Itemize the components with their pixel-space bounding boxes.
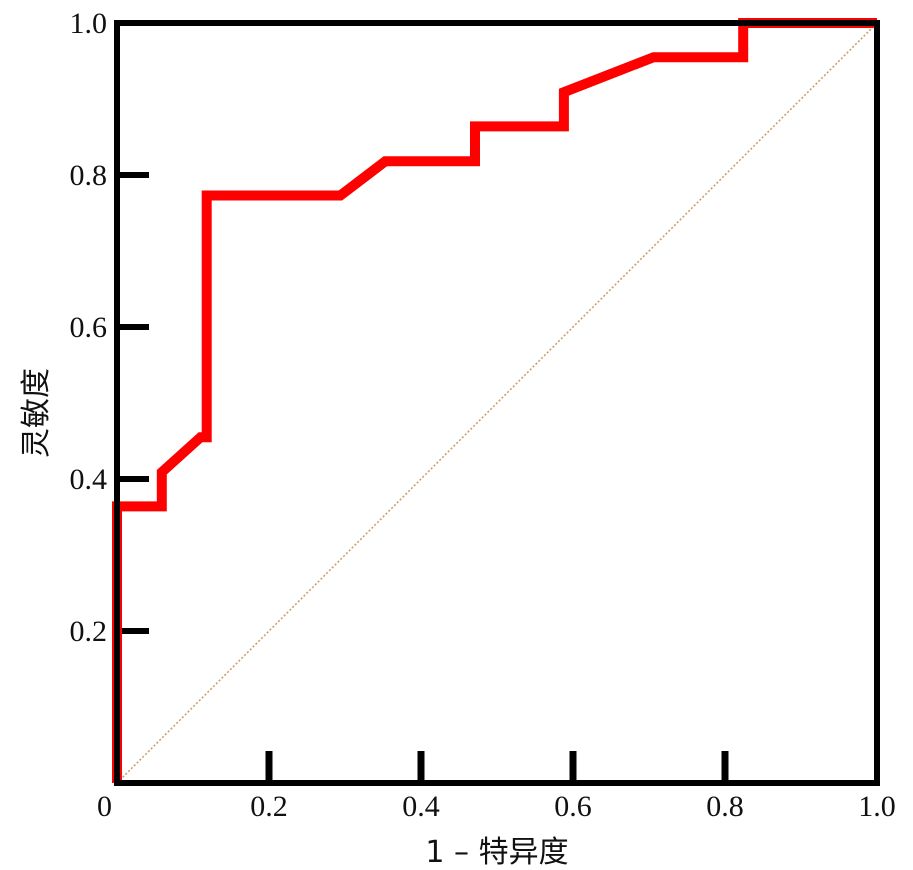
x-axis-label: 1 – 特异度 (425, 835, 568, 870)
y-tick-label: 1.0 (70, 7, 108, 40)
x-tick-label: 1.0 (858, 790, 896, 823)
y-tick-label: 0.8 (70, 159, 108, 192)
x-tick-label: 0.4 (402, 790, 440, 823)
plot-frame (114, 20, 880, 786)
tick-labels-layer: 0.2 0.4 0.6 0.8 1.0 0 0.2 0.4 0.6 0.8 1.0 (70, 7, 896, 823)
y-tick-label: 0.4 (70, 463, 108, 496)
x-tick-label: 0 (97, 790, 112, 823)
x-tick-label: 0.6 (554, 790, 592, 823)
roc-curve-line (112, 18, 877, 783)
reference-diagonal-line (116, 22, 878, 784)
y-tick-label: 0.6 (70, 311, 108, 344)
lines-layer (112, 18, 878, 784)
ticks-layer (117, 172, 729, 783)
x-tick-label: 0.2 (250, 790, 288, 823)
y-tick-label: 0.2 (70, 615, 108, 648)
x-tick-label: 0.8 (706, 790, 744, 823)
y-axis-label: 灵敏度 (19, 368, 54, 458)
